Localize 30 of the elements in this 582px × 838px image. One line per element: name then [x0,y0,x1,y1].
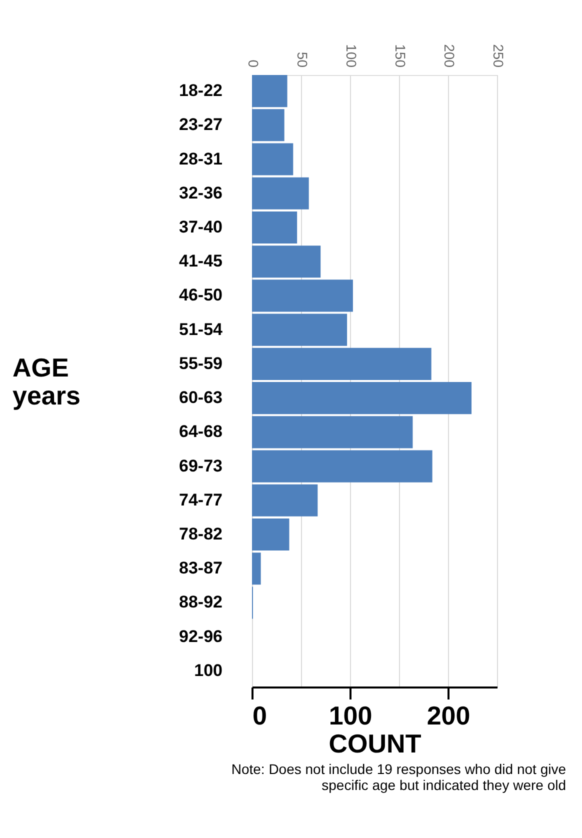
y-tick-label: 64-68 [179,422,222,442]
y-tick-label: 37-40 [179,217,222,236]
x-tick-label: 200 [426,700,470,730]
y-tick-label: 23-27 [179,115,222,134]
x2-tick-label: 200 [442,44,458,68]
y-tick-label: 28-31 [179,149,222,168]
x2-tick-label: 150 [392,44,408,68]
x-axis-title: COUNT [328,728,422,758]
y-tick-label: 18-22 [179,81,222,100]
y-tick-label: 51-54 [179,320,224,339]
y-axis-title: AGE years [12,352,80,410]
y-tick-label: 83-87 [179,558,222,578]
y-tick-label: 74-77 [179,490,222,510]
y-tick-label: 41-45 [179,252,222,271]
y-tick-label: 78-82 [179,524,222,544]
x2-tick-label: 250 [490,44,506,68]
text: Note: Does not include 19 responses who did not give specific age but indicated they were old [231,761,566,793]
y-tick-label: 32-36 [179,183,222,202]
x2-tick-label: 50 [294,52,310,68]
x-tick-label: 100 [328,700,372,730]
y-tick-label: 55-59 [179,354,222,373]
y-tick-label: 92-96 [179,626,222,646]
y-tick-label: 100 [194,660,222,680]
y-tick-label: 69-73 [179,456,222,476]
y-tick-label: 46-50 [179,286,222,305]
x2-tick-label: 100 [344,44,360,68]
y-tick-label: 60-63 [179,388,222,408]
y-tick-label: 88-92 [179,592,222,612]
x2-tick-label: 0 [246,60,262,68]
x-tick-label: 0 [252,700,267,730]
